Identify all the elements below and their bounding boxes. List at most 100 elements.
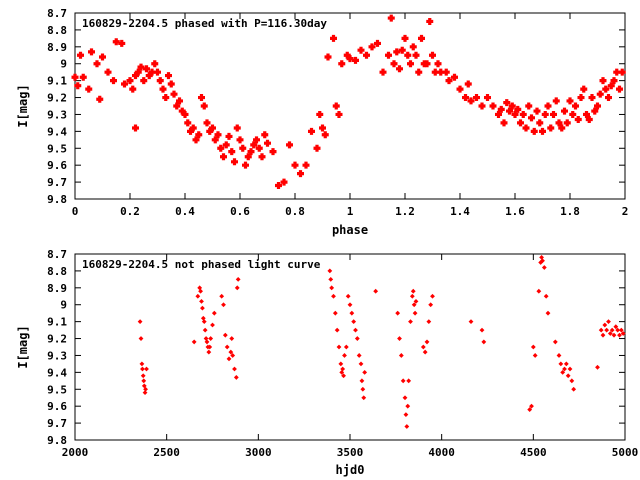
data-point <box>134 68 142 76</box>
data-point <box>358 361 364 367</box>
bottom-x-axis-label: hjd0 <box>336 463 365 477</box>
data-point <box>397 336 402 341</box>
data-point <box>610 77 618 85</box>
data-point <box>162 94 170 102</box>
top-x-tick-label: 1.2 <box>395 205 415 218</box>
data-point <box>99 53 106 61</box>
top-y-tick-label: 9.5 <box>47 142 67 155</box>
top-x-tick-label: 2 <box>622 205 629 218</box>
data-point <box>618 327 624 333</box>
data-point <box>209 124 216 132</box>
top-y-tick-label: 8.8 <box>47 24 67 37</box>
data-point <box>137 63 145 71</box>
data-point <box>607 82 615 90</box>
data-point <box>198 288 203 294</box>
data-point <box>420 344 426 350</box>
data-point <box>220 153 227 161</box>
data-point <box>200 315 206 321</box>
data-point <box>324 53 332 61</box>
bottom-y-tick-label: 8.7 <box>47 248 67 261</box>
data-point <box>336 344 342 350</box>
data-point <box>187 127 194 135</box>
data-point <box>142 390 148 396</box>
data-point <box>206 127 214 135</box>
data-point <box>199 298 204 304</box>
data-point <box>473 94 480 102</box>
data-point <box>580 85 588 93</box>
data-point <box>211 310 217 316</box>
bottom-plot-points <box>137 254 626 429</box>
bottom-plot-frame <box>74 253 626 441</box>
data-point <box>332 102 340 110</box>
data-point <box>484 94 491 102</box>
data-point <box>396 65 403 73</box>
data-point <box>562 366 567 372</box>
data-point <box>525 102 533 110</box>
data-point <box>478 102 486 110</box>
data-point <box>244 153 252 161</box>
data-point <box>560 369 566 375</box>
data-point <box>242 161 249 169</box>
data-point <box>503 99 511 107</box>
top-y-tick-label: 9.3 <box>47 108 67 121</box>
data-point <box>328 276 334 282</box>
top-y-tick-label: 9.6 <box>47 159 67 172</box>
top-x-axis-label: phase <box>332 223 368 237</box>
data-point <box>167 80 175 88</box>
data-point <box>613 68 621 76</box>
data-point <box>437 68 445 76</box>
data-point <box>132 124 139 132</box>
data-point <box>173 102 181 110</box>
data-point <box>356 353 362 358</box>
data-point <box>88 48 95 56</box>
data-point <box>151 60 159 68</box>
data-point <box>530 127 538 135</box>
data-point <box>354 336 360 341</box>
data-point <box>596 90 604 98</box>
data-point <box>302 161 310 169</box>
data-point <box>346 55 354 63</box>
data-point <box>221 302 226 308</box>
data-point <box>495 110 502 118</box>
data-point <box>200 305 205 311</box>
data-point <box>406 378 412 384</box>
data-point <box>497 105 505 113</box>
top-y-tick-label: 9.7 <box>47 176 67 189</box>
top-x-tick-label: 1.6 <box>505 205 525 218</box>
data-point <box>451 73 458 81</box>
data-point <box>222 141 230 149</box>
data-point <box>222 332 228 338</box>
data-point <box>558 124 566 132</box>
data-point <box>404 51 412 59</box>
data-point <box>170 90 178 98</box>
data-point <box>412 310 418 316</box>
data-point <box>203 119 211 127</box>
data-point <box>275 181 282 189</box>
data-point <box>233 375 239 380</box>
data-point <box>611 332 617 338</box>
data-point <box>338 60 346 68</box>
data-point <box>353 327 358 333</box>
data-point <box>206 349 212 355</box>
data-point <box>233 124 241 132</box>
bottom-y-tick-label: 9.3 <box>47 349 67 362</box>
data-point <box>74 82 82 90</box>
data-point <box>178 107 186 115</box>
data-point <box>189 124 197 132</box>
data-point <box>335 110 343 118</box>
data-point <box>598 327 604 333</box>
data-point <box>426 17 434 25</box>
data-point <box>462 94 469 102</box>
top-y-tick-label: 9 <box>60 58 67 71</box>
bottom-y-axis-label: I[mag] <box>16 325 30 368</box>
data-point <box>126 77 134 85</box>
data-point <box>329 285 335 291</box>
data-point <box>118 39 126 47</box>
data-point <box>413 298 419 304</box>
top-x-tick-label: 1.4 <box>450 205 470 218</box>
bottom-x-tick-label: 4500 <box>520 446 547 459</box>
top-y-tick-label: 9.2 <box>47 92 67 105</box>
data-point <box>403 412 409 418</box>
data-point <box>141 378 147 384</box>
